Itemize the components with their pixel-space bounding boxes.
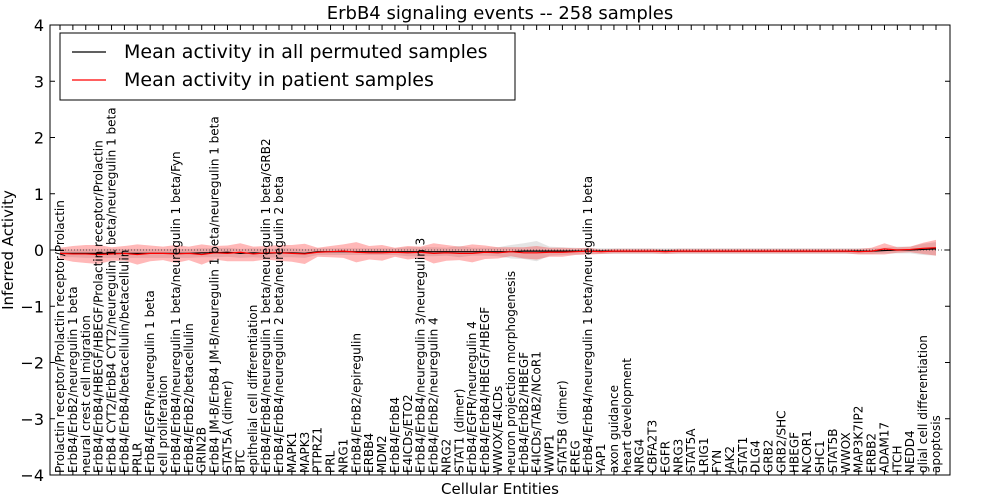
entity-label: ErbB4/ErbB4/neuregulin 3/neuregulin 3 — [414, 238, 428, 473]
entity-label: WWP1 — [543, 434, 557, 473]
entity-label: NRG3 — [671, 439, 685, 473]
entity-label: NRG1 — [336, 439, 350, 473]
entity-label: PTPRZ1 — [311, 427, 325, 473]
entity-label: ErbB4/ErbB2/epiregulin — [349, 333, 363, 473]
entity-label: LRIG1 — [697, 438, 711, 474]
legend-label-permuted: Mean activity in all permuted samples — [124, 41, 487, 63]
entity-label: ErbB4/ErbB4/betacellulin/betacellulin — [117, 250, 131, 473]
entity-label: Prolactin receptor/Prolactin receptor/Pr… — [53, 200, 67, 473]
legend: Mean activity in all permuted samples Me… — [59, 32, 516, 101]
entity-label: NEDD4 — [903, 430, 917, 473]
chart-title: ErbB4 signaling events -- 258 samples — [327, 3, 674, 24]
entity-label: ErbB4/ErbB2/neuregulin 1 beta — [66, 286, 80, 473]
y-tick-label: −1 — [20, 297, 44, 316]
entity-label: STAT5A (dimer) — [220, 380, 234, 473]
entity-label: NRG4 — [633, 439, 647, 473]
legend-box — [59, 32, 516, 101]
entity-label: ErbB4/ErbB2/HBEGF — [517, 352, 531, 473]
entity-label: E4ICDs/ETO2 — [401, 394, 415, 473]
entity-label: glial cell differentiation — [916, 335, 930, 473]
entity-label: GRB2 — [762, 439, 776, 473]
entity-label: ErbB4/ErbB2/neuregulin 4 — [427, 317, 441, 473]
entity-label: neuron projection morphogenesis — [504, 271, 518, 473]
entity-labels: Prolactin receptor/Prolactin receptor/Pr… — [53, 107, 943, 474]
entity-label: EGFR — [658, 441, 672, 473]
entity-label: apoptosis — [929, 415, 943, 473]
legend-label-patient: Mean activity in patient samples — [124, 69, 434, 91]
entity-label: heart development — [620, 358, 634, 473]
entity-label: MDM2 — [375, 435, 389, 473]
entity-label: ITCH — [890, 445, 904, 473]
entity-label: ADAM17 — [877, 422, 891, 473]
entity-label: E4ICDs/TAB2/NCoR1 — [530, 351, 544, 473]
entity-label: GRIN2B — [195, 427, 209, 473]
entity-label: PRL — [324, 450, 338, 473]
entity-label: ErbB4/ErbB4/HBEGF/HBEGF — [478, 307, 492, 473]
x-axis — [59, 25, 937, 475]
entity-label: ERBB4 — [362, 433, 376, 473]
entity-label: DLG4 — [749, 440, 763, 473]
y-tick-label: −4 — [20, 466, 44, 485]
entity-label: SHC1 — [813, 440, 827, 473]
y-tick-label: 4 — [34, 16, 44, 35]
entity-label: neural crest cell migration — [79, 315, 93, 473]
entity-label: YAP1 — [594, 444, 608, 474]
entity-label: STAT5B (dimer) — [555, 380, 569, 473]
entity-label: axon guidance — [607, 385, 621, 473]
series-line-patient — [59, 247, 937, 256]
entity-label: ErbB4/ErbB4/neuregulin 1 beta/neuregulin… — [581, 176, 595, 473]
lines-layer — [59, 247, 937, 256]
entity-label: HBEGF — [787, 432, 801, 473]
y-tick-label: 3 — [34, 72, 44, 91]
y-tick-label: 2 — [34, 129, 44, 148]
entity-label: NRG2 — [439, 439, 453, 473]
entity-label: ErbB4/ErbB2/betacellulin — [182, 323, 196, 473]
y-axis: −4 −3 −2 −1 0 1 2 3 4 — [20, 16, 950, 485]
entity-label: ErbB4 JM-B/ErbB4 JM-B/neuregulin 1 beta/… — [208, 116, 222, 473]
entity-label: epithelial cell differentiation — [246, 305, 260, 473]
entity-label: BTC — [233, 450, 247, 473]
y-tick-label: −2 — [20, 354, 44, 373]
entity-label: FYN — [710, 450, 724, 473]
entity-label: MAP3K7IP2 — [852, 406, 866, 473]
entity-label: ErbB4/ErbB4/neuregulin 1 beta/neuregulin… — [169, 151, 183, 473]
entity-label: MAPK3 — [298, 432, 312, 473]
entity-label: STAT5A — [684, 428, 698, 473]
entity-label: GRB2/SHC — [774, 410, 788, 473]
y-tick-label: 1 — [34, 185, 44, 204]
entity-label: ERBB2 — [865, 433, 879, 473]
entity-label: cell proliferation — [156, 375, 170, 473]
x-axis-label: Cellular Entities — [441, 480, 559, 498]
y-axis-label: Inferred Activity — [0, 190, 17, 310]
entity-label: STAT1 (dimer) — [452, 389, 466, 473]
entity-label: ErbB4 CYT2/ErbB4 CYT2/neuregulin 1 beta/… — [105, 107, 119, 473]
entity-label: STAT5B — [826, 429, 840, 474]
entity-label: PRLR — [130, 442, 144, 473]
y-tick-label: −3 — [20, 410, 44, 429]
entity-label: ErbB4/ErbB4/neuregulin 2 beta/neuregulin… — [272, 176, 286, 473]
entity-label: ErbB4/EGFR/neuregulin 4 — [465, 321, 479, 473]
entity-label: NCOR1 — [800, 430, 814, 473]
entity-label: ErbB4/ErbB4/neuregulin 1 beta/neuregulin… — [259, 138, 273, 473]
entity-label: JAK2 — [723, 446, 737, 474]
y-tick-label: 0 — [34, 241, 44, 260]
entity-label: STAT1 — [736, 437, 750, 473]
entity-label: MAPK1 — [285, 432, 299, 473]
entity-label: ErbB4/ErbB4/HBEGF/HBEGF/Prolactin recept… — [92, 140, 106, 473]
entity-label: WWOX/E4ICDs — [491, 386, 505, 473]
entity-label: WWOX — [839, 432, 853, 473]
entity-label: EREG — [568, 440, 582, 473]
entity-label: CBFA2T3 — [646, 420, 660, 473]
entity-label: ErbB4/ErbB4 — [388, 397, 402, 473]
entity-label: ErbB4/EGFR/neuregulin 1 beta — [143, 290, 157, 473]
